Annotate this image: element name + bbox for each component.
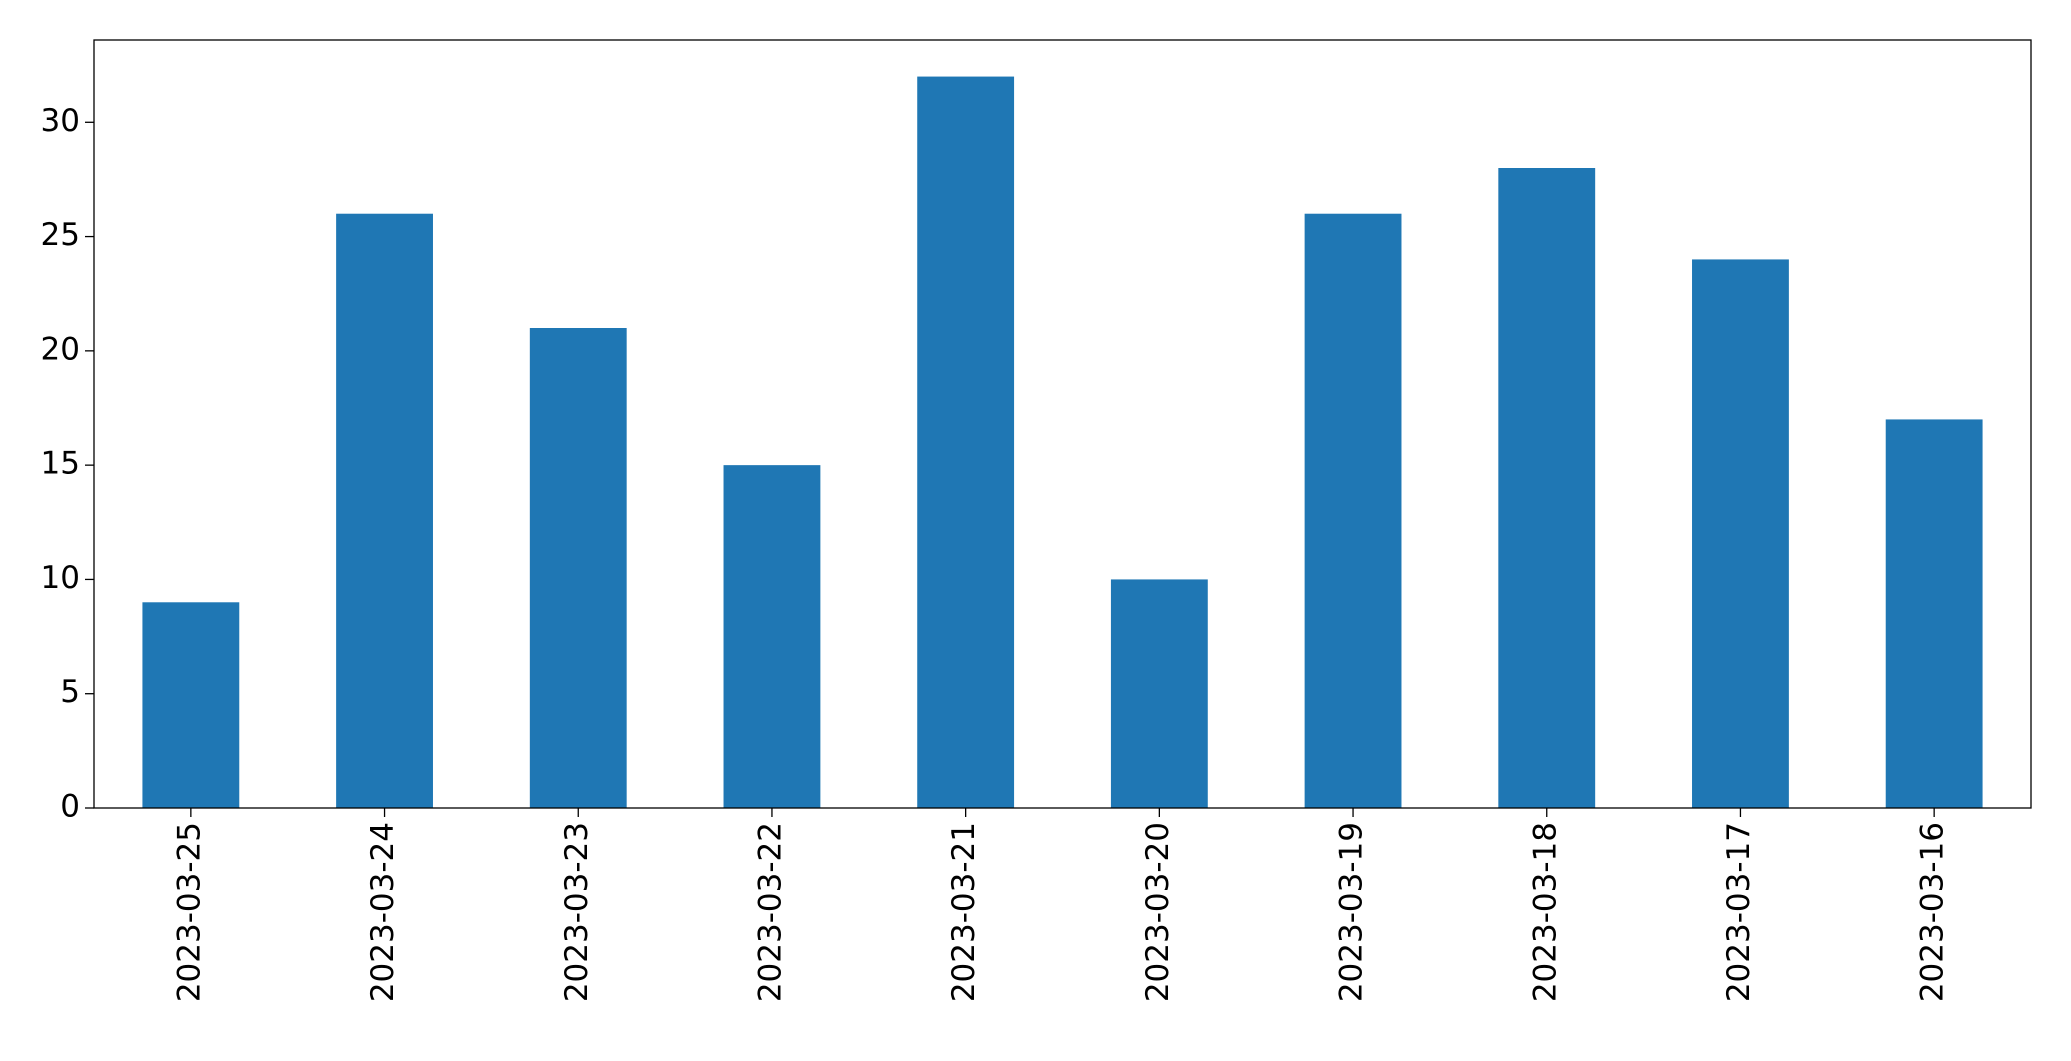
- x-tick-label: 2023-03-24: [365, 822, 401, 1002]
- x-tick-label: 2023-03-25: [171, 822, 207, 1002]
- plot-frame: [93, 39, 2032, 809]
- bar: [1110, 579, 1208, 808]
- bar: [529, 328, 627, 808]
- bar: [1498, 168, 1596, 808]
- y-tick-label: 5: [60, 674, 80, 710]
- bar: [723, 465, 821, 808]
- x-tick-label: 2023-03-23: [559, 822, 595, 1002]
- bar: [336, 213, 433, 808]
- x-tick-label: 2023-03-21: [946, 822, 982, 1002]
- bar: [1885, 419, 1983, 808]
- y-tick-label: 30: [41, 103, 80, 139]
- bar: [1692, 259, 1789, 808]
- x-tick-label: 2023-03-19: [1334, 822, 1370, 1002]
- bar: [142, 602, 240, 808]
- bar: [1304, 213, 1402, 808]
- x-tick-label: 2023-03-16: [1915, 822, 1951, 1002]
- y-tick-label: 15: [41, 446, 80, 482]
- x-tick-label: 2023-03-18: [1527, 822, 1563, 1002]
- y-tick-label: 20: [41, 331, 80, 367]
- x-tick-label: 2023-03-22: [752, 822, 788, 1002]
- x-tick-label: 2023-03-17: [1721, 822, 1757, 1002]
- bar: [917, 76, 1015, 809]
- x-tick-label: 2023-03-20: [1140, 822, 1176, 1002]
- y-tick-label: 0: [60, 789, 80, 825]
- y-tick-label: 25: [41, 217, 80, 253]
- y-tick-label: 10: [41, 560, 80, 596]
